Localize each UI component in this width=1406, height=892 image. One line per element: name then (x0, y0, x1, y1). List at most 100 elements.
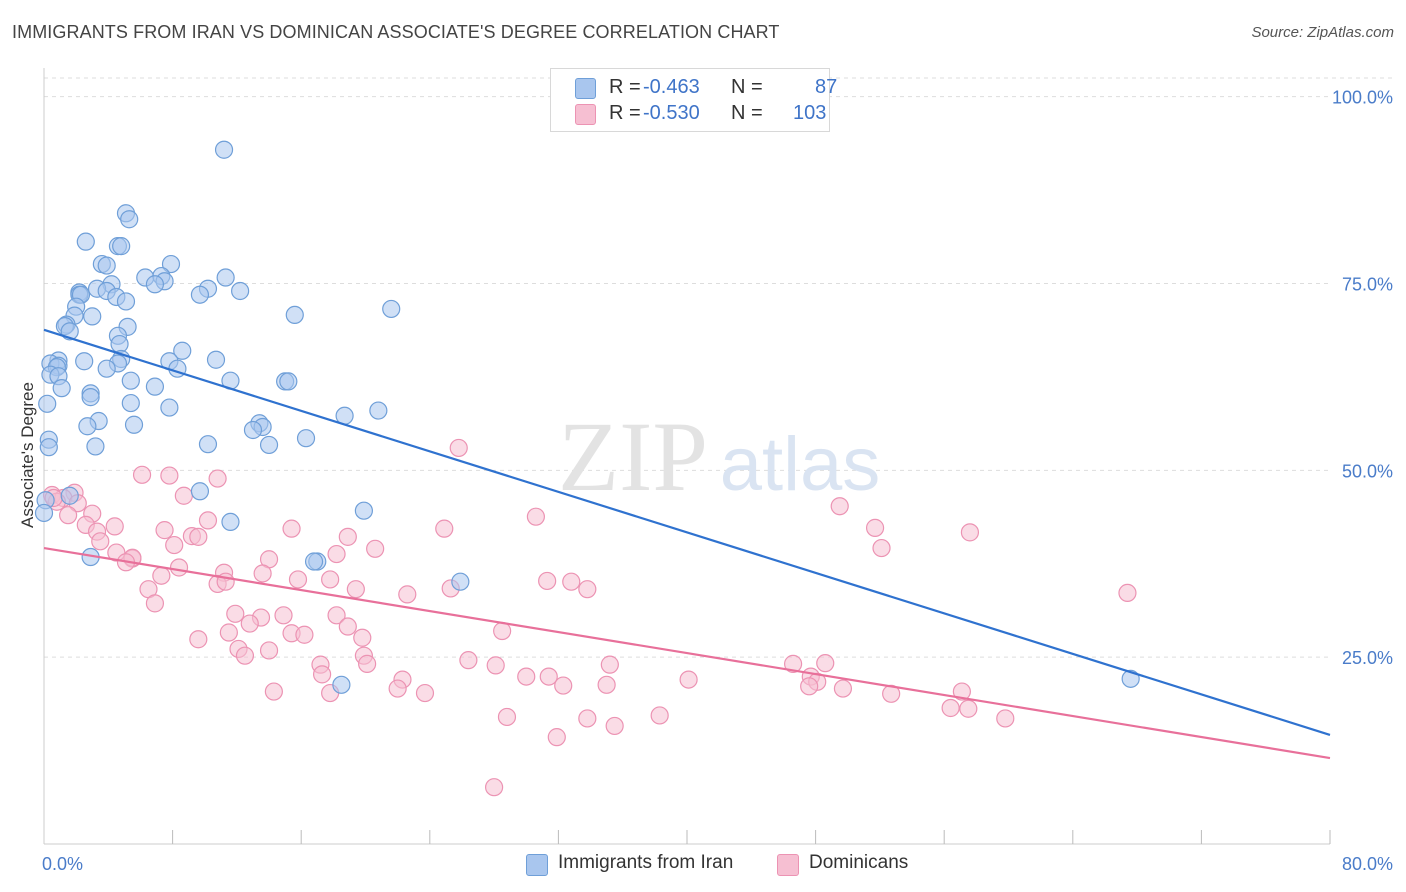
point-iran (382, 299, 401, 319)
y-tick-label: 50.0% (1342, 461, 1393, 481)
point-dominican (578, 580, 597, 599)
point-dominican (155, 521, 174, 540)
point-iran (86, 437, 105, 456)
point-dominican (816, 654, 835, 673)
tick-labels: 25.0% 50.0% 75.0% 100.0% 0.0% 80.0% (42, 88, 1393, 874)
point-dominican (650, 706, 669, 725)
point-dominican (485, 778, 504, 797)
legend-n-label: N = (731, 102, 763, 124)
point-dominican (174, 486, 193, 505)
point-iran (243, 420, 263, 440)
bottom-legend-label-iran: Immigrants from Iran (558, 852, 734, 873)
point-dominican (160, 466, 179, 485)
point-iran (121, 393, 140, 413)
point-iran (206, 350, 226, 369)
point-iran (173, 341, 192, 360)
point-iran (451, 572, 470, 591)
point-dominican (1118, 583, 1137, 603)
point-dominican (169, 558, 189, 577)
point-dominican (235, 646, 255, 665)
point-dominican (597, 675, 616, 694)
point-dominican (366, 539, 385, 558)
point-iran (52, 379, 71, 398)
point-dominican (226, 604, 245, 623)
point-dominican (327, 544, 346, 564)
watermark-atlas: atlas (720, 422, 881, 507)
point-iran (81, 388, 100, 407)
bottom-legend-label-dominicans: Dominicans (809, 852, 909, 873)
point-dominican (554, 676, 573, 695)
point-dominican (358, 654, 377, 673)
point-iran (198, 435, 218, 454)
point-dominican (578, 709, 597, 728)
point-iran (116, 292, 136, 311)
point-iran (38, 394, 57, 413)
point-iran (124, 415, 144, 434)
point-dominican (274, 606, 293, 625)
point-dominican (338, 527, 357, 546)
point-dominican (145, 594, 165, 613)
point-dominican (600, 655, 619, 674)
point-iran (39, 438, 58, 457)
point-dominican (321, 570, 340, 589)
legend-r-label: R = (609, 76, 641, 98)
watermark: ZIP atlas (558, 401, 880, 512)
data-points (34, 140, 1140, 797)
point-dominican (189, 527, 208, 546)
point-dominican (783, 654, 803, 673)
point-iran (332, 675, 351, 694)
point-dominican (91, 532, 110, 551)
point-iran (221, 512, 240, 532)
point-dominican (865, 518, 885, 537)
point-iran (285, 305, 304, 324)
bottom-legend-swatch-iran (526, 854, 548, 876)
point-iran (145, 377, 165, 396)
axes (43, 68, 1331, 845)
point-iran (60, 486, 79, 505)
point-dominican (338, 617, 357, 636)
point-dominican (240, 614, 259, 633)
point-dominican (959, 699, 978, 718)
point-iran (120, 210, 139, 229)
legend-swatch-iran (575, 78, 596, 99)
point-iran (369, 401, 388, 420)
bottom-legend-swatch-dominicans (777, 854, 799, 876)
legend: R = -0.463 N = 87 R = -0.530 N = 103 (550, 68, 837, 132)
point-iran (161, 254, 181, 274)
x-tick-label: 80.0% (1342, 854, 1393, 874)
legend-n-value: 87 (815, 76, 838, 98)
y-tick-label: 25.0% (1342, 648, 1393, 668)
legend-r-label: R = (609, 102, 641, 124)
point-dominican (282, 519, 301, 538)
point-iran (160, 398, 179, 417)
point-dominican (800, 677, 819, 696)
point-dominican (189, 630, 208, 649)
point-dominican (165, 535, 184, 555)
point-iran (121, 371, 140, 390)
point-dominican (219, 623, 238, 642)
y-tick-label: 100.0% (1332, 88, 1393, 108)
point-dominican (449, 438, 468, 458)
point-dominican (872, 538, 891, 558)
point-dominican (435, 519, 454, 538)
point-dominican (288, 570, 308, 589)
point-dominican (517, 667, 536, 686)
point-dominican (264, 682, 283, 701)
legend-r-value: -0.463 (643, 76, 700, 98)
point-iran (231, 281, 250, 301)
point-dominican (105, 517, 124, 536)
point-dominican (538, 571, 557, 591)
point-dominican (941, 698, 960, 718)
point-iran (97, 359, 116, 378)
trend-line-iran (43, 328, 1331, 736)
point-dominican (132, 465, 152, 484)
point-dominican (952, 682, 971, 701)
point-iran (296, 429, 316, 448)
point-iran (304, 552, 324, 571)
x-tick-label: 0.0% (42, 854, 83, 874)
point-iran (110, 334, 129, 354)
point-dominican (459, 651, 478, 670)
point-dominican (312, 665, 332, 684)
point-dominican (327, 606, 346, 625)
